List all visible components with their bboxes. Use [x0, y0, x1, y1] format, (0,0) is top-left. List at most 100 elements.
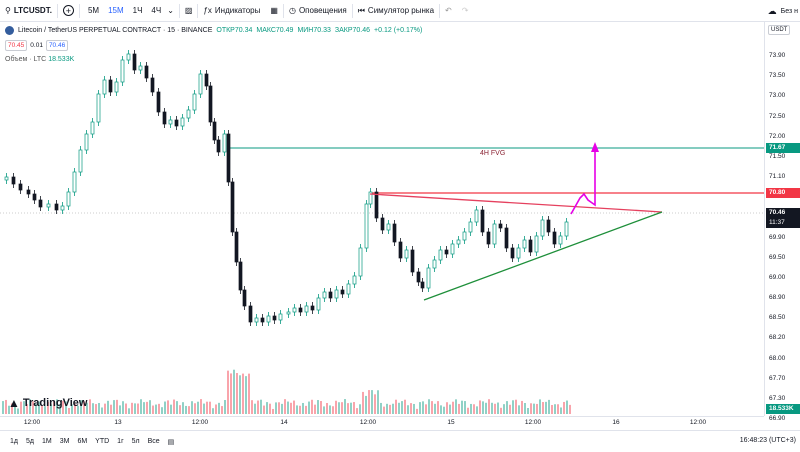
range-3m[interactable]: 3М — [59, 438, 70, 445]
candle-body — [558, 235, 563, 245]
range-1y[interactable]: 1г — [117, 438, 124, 445]
time-label: 12:00 — [191, 419, 209, 426]
divider — [78, 3, 80, 18]
volume-bar — [347, 403, 349, 414]
volume-bar — [206, 401, 208, 414]
volume-bar — [221, 406, 223, 414]
candle-body — [198, 73, 203, 95]
candle-body — [144, 65, 149, 79]
volume-bar — [272, 408, 274, 414]
symbol-search[interactable]: ⚲ LTCUSDT. — [0, 0, 57, 22]
volume-bar — [509, 404, 511, 414]
resistance-price-tag: 70.80 — [766, 188, 800, 198]
replay-button[interactable]: ⏮ Симулятор рынка — [353, 0, 439, 22]
tf-1h[interactable]: 1Ч — [132, 6, 143, 15]
volume-bar — [395, 399, 397, 414]
chart-type-button[interactable]: ▨ — [180, 0, 198, 22]
projection-arrowhead — [591, 142, 599, 152]
indicators-button[interactable]: ƒx Индикаторы — [198, 0, 265, 22]
price-label: 71.50 — [769, 152, 786, 160]
volume-bar — [308, 401, 310, 414]
volume-bar — [173, 399, 175, 414]
chart-pane[interactable] — [0, 22, 764, 416]
volume-bar — [500, 407, 502, 414]
volume-value: 18.533K — [48, 56, 75, 63]
range-1m[interactable]: 1М — [41, 438, 52, 445]
volume-bar — [209, 401, 211, 414]
volume-bar — [239, 375, 241, 414]
range-1d[interactable]: 1д — [10, 438, 18, 445]
tradingview-logo[interactable]: ▲ TradingView — [8, 396, 87, 410]
volume-bar — [110, 404, 112, 414]
price-label: 69.00 — [769, 273, 786, 281]
compare-button[interactable]: + — [58, 0, 79, 22]
range-all[interactable]: Все — [147, 438, 160, 445]
tf-4h[interactable]: 4Ч — [151, 6, 162, 15]
candle-body — [156, 91, 161, 113]
volume-bar — [311, 399, 313, 414]
volume-bar — [293, 400, 295, 414]
volume-bar — [257, 400, 259, 414]
candles-icon: ▨ — [184, 6, 193, 15]
timeframe-group: 5М 15М 1Ч 4Ч ⌄ — [80, 0, 179, 22]
volume-tag: 18.533K — [766, 404, 800, 414]
volume-bar — [458, 403, 460, 414]
volume-label: Объем · LTC — [5, 56, 47, 63]
chevron-down-icon[interactable]: ⌄ — [167, 6, 174, 15]
candle-body — [328, 291, 333, 299]
layouts-button[interactable]: ▦ — [265, 0, 283, 22]
time-axis[interactable]: 12:00 13 12:00 14 12:00 15 12:00 16 12:0… — [0, 416, 764, 430]
candle-body — [416, 271, 421, 283]
sell-price-button[interactable]: 70.45 — [5, 40, 28, 51]
alarm-icon: ◷ — [288, 6, 296, 15]
undo-button[interactable]: ↶ — [440, 0, 457, 22]
volume-bar — [182, 402, 184, 414]
volume-bar — [146, 401, 148, 414]
volume-bar — [44, 406, 46, 414]
volume-bar — [266, 402, 268, 414]
range-ytd[interactable]: YTD — [95, 438, 110, 445]
candle-body — [498, 223, 503, 229]
candle-body — [380, 217, 385, 231]
range-5y[interactable]: 5л — [131, 438, 140, 445]
tf-5m[interactable]: 5М — [87, 6, 100, 15]
volume-bar — [14, 404, 16, 414]
price-chart[interactable] — [0, 22, 764, 416]
volume-bar — [479, 400, 481, 414]
buy-price-button[interactable]: 70.46 — [45, 40, 69, 51]
volume-bar — [344, 399, 346, 414]
volume-bar — [320, 401, 322, 414]
date-range-icon[interactable]: ▤ — [167, 438, 175, 446]
clock-display[interactable]: 16:48:23 (UTC+3) — [739, 437, 796, 444]
price-axis[interactable]: USDT 73.90 73.50 73.00 72.50 72.00 71.50 71.10… — [764, 22, 800, 422]
candle-body — [72, 171, 77, 193]
candle-body — [114, 81, 119, 93]
candle-body — [78, 149, 83, 173]
tf-15m[interactable]: 15М — [108, 6, 124, 15]
volume-bar — [398, 402, 400, 414]
replay-label: Симулятор рынка — [367, 6, 435, 15]
redo-button[interactable]: ↷ — [457, 0, 474, 22]
upper-trendline — [369, 193, 663, 213]
alerts-button[interactable]: ◷ Оповещения — [284, 0, 352, 22]
volume-bar — [50, 404, 52, 414]
price-label: 73.50 — [769, 72, 786, 80]
volume-bar — [305, 405, 307, 414]
range-6m[interactable]: 6М — [77, 438, 88, 445]
volume-bar — [365, 395, 367, 414]
candle-body — [108, 79, 113, 93]
spread-value: 0.01 — [30, 42, 43, 49]
range-5d[interactable]: 5д — [25, 438, 34, 445]
bid-ask-row: 70.45 0.01 70.46 — [5, 40, 69, 51]
symbol-label: LTCUSDT. — [13, 6, 52, 15]
volume-bar — [470, 403, 472, 414]
volume-bar — [74, 403, 76, 414]
volume-bar — [113, 400, 115, 414]
currency-selector[interactable]: USDT — [768, 25, 791, 35]
volume-bar — [98, 402, 100, 414]
candle-body — [234, 231, 239, 263]
layout-name[interactable]: ☁ Без н — [768, 0, 800, 22]
volume-bar — [2, 401, 4, 414]
volume-bar — [254, 403, 256, 414]
candle-body — [126, 53, 131, 61]
